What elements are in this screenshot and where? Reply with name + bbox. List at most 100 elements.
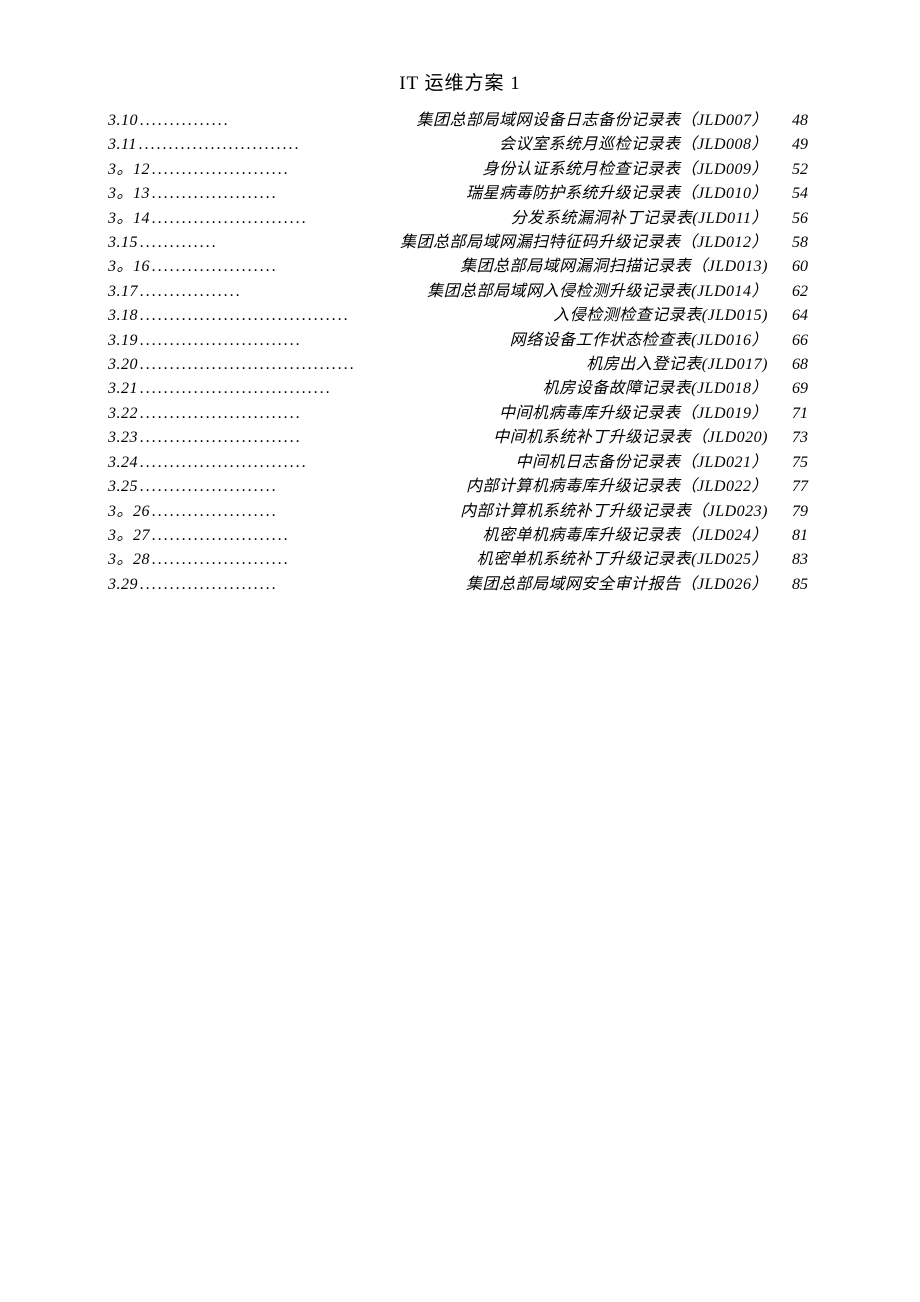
toc-title: 集团总部局域网漏扫特征码升级记录表（JLD012）: [400, 231, 768, 255]
toc-page: 69: [778, 377, 808, 401]
toc-dots: .....................: [150, 500, 460, 524]
toc-entry: 3.20 ...................................…: [108, 353, 808, 377]
toc-dots: ................................: [138, 377, 543, 401]
toc-page: 64: [778, 304, 808, 328]
toc-number: 3.15: [108, 231, 138, 255]
toc-number: 3.25: [108, 475, 138, 499]
toc-title: 机密单机系统补丁升级记录表(JLD025）: [477, 548, 768, 572]
toc-number: 3。12: [108, 158, 150, 182]
toc-title: 瑞星病毒防护系统升级记录表（JLD010）: [466, 182, 768, 206]
toc-title: 中间机日志备份记录表（JLD021）: [515, 451, 768, 475]
toc-entry: 3.29 ....................... 集团总部局域网安全审计…: [108, 573, 808, 597]
toc-number: 3。13: [108, 182, 150, 206]
toc-number: 3.23: [108, 426, 138, 450]
toc-page: 71: [778, 402, 808, 426]
toc-entry: 3.24 ............................ 中间机日志备…: [108, 451, 808, 475]
toc-dots: ...........................: [138, 329, 510, 353]
toc-number: 3.17: [108, 280, 138, 304]
toc-number: 3.22: [108, 402, 138, 426]
toc-number: 3.19: [108, 329, 138, 353]
toc-number: 3.10: [108, 109, 138, 133]
toc-page: 85: [778, 573, 808, 597]
toc-entry: 3.21 ................................ 机房…: [108, 377, 808, 401]
toc-page: 66: [778, 329, 808, 353]
toc-number: 3。28: [108, 548, 150, 572]
toc-number: 3.18: [108, 304, 138, 328]
toc-number: 3.21: [108, 377, 138, 401]
toc-entry: 3.11 ........................... 会议室系统月巡…: [108, 133, 808, 157]
toc-dots: ............................: [138, 451, 515, 475]
toc-entry: 3。26 ..................... 内部计算机系统补丁升级记录…: [108, 500, 808, 524]
toc-dots: .................: [138, 280, 427, 304]
toc-entry: 3.25 ....................... 内部计算机病毒库升级记…: [108, 475, 808, 499]
toc-entry: 3。14 .......................... 分发系统漏洞补丁…: [108, 207, 808, 231]
toc-dots: ....................................: [138, 353, 586, 377]
toc-title: 集团总部局域网入侵检测升级记录表(JLD014）: [427, 280, 768, 304]
toc-page: 49: [778, 133, 808, 157]
toc-page: 81: [778, 524, 808, 548]
toc-number: 3。26: [108, 500, 150, 524]
toc-title: 机房出入登记表(JLD017): [586, 353, 768, 377]
toc-entry: 3。27 ....................... 机密单机病毒库升级记录…: [108, 524, 808, 548]
toc-dots: ..........................: [150, 207, 511, 231]
toc-dots: .......................: [138, 475, 466, 499]
toc-entry: 3.18 ...................................…: [108, 304, 808, 328]
toc-title: 内部计算机病毒库升级记录表（JLD022）: [466, 475, 768, 499]
toc-dots: .............: [138, 231, 400, 255]
toc-page: 73: [778, 426, 808, 450]
toc-dots: ...........................: [138, 426, 493, 450]
toc-dots: .......................: [150, 548, 477, 572]
toc-page: 68: [778, 353, 808, 377]
toc-entry: 3.22 ........................... 中间机病毒库升…: [108, 402, 808, 426]
toc-dots: .......................: [150, 158, 482, 182]
toc-number: 3。14: [108, 207, 150, 231]
toc-title: 机房设备故障记录表(JLD018）: [543, 377, 768, 401]
toc-entry: 3.19 ........................... 网络设备工作状…: [108, 329, 808, 353]
toc-title: 内部计算机系统补丁升级记录表（JLD023): [460, 500, 768, 524]
toc-entry: 3.23 ........................... 中间机系统补丁…: [108, 426, 808, 450]
toc-entry: 3。12 ....................... 身份认证系统月检查记录…: [108, 158, 808, 182]
toc-title: 集团总部局域网设备日志备份记录表（JLD007）: [416, 109, 768, 133]
toc-title: 分发系统漏洞补丁记录表(JLD011）: [511, 207, 768, 231]
toc-number: 3.20: [108, 353, 138, 377]
toc-page: 54: [778, 182, 808, 206]
toc-dots: .....................: [150, 255, 460, 279]
toc-title: 会议室系统月巡检记录表（JLD008）: [499, 133, 768, 157]
toc-page: 75: [778, 451, 808, 475]
toc-entry: 3.15 ............. 集团总部局域网漏扫特征码升级记录表（JLD…: [108, 231, 808, 255]
toc-number: 3.24: [108, 451, 138, 475]
toc-page: 48: [778, 109, 808, 133]
toc-entry: 3.10 ............... 集团总部局域网设备日志备份记录表（JL…: [108, 109, 808, 133]
toc-dots: ...........................: [138, 402, 499, 426]
toc-dots: ...............: [138, 109, 416, 133]
toc-title: 机密单机病毒库升级记录表（JLD024）: [482, 524, 768, 548]
toc-dots: .....................: [150, 182, 466, 206]
toc-title: 中间机系统补丁升级记录表（JLD020): [493, 426, 768, 450]
toc-page: 56: [778, 207, 808, 231]
toc-page: 79: [778, 500, 808, 524]
toc-container: 3.10 ............... 集团总部局域网设备日志备份记录表（JL…: [108, 109, 808, 597]
page-title: IT 运维方案 1: [0, 68, 920, 95]
toc-page: 58: [778, 231, 808, 255]
toc-number: 3.29: [108, 573, 138, 597]
toc-number: 3.11: [108, 133, 137, 157]
toc-title: 集团总部局域网漏洞扫描记录表（JLD013): [460, 255, 768, 279]
toc-dots: ...................................: [138, 304, 553, 328]
toc-entry: 3。13 ..................... 瑞星病毒防护系统升级记录表…: [108, 182, 808, 206]
toc-title: 网络设备工作状态检查表(JLD016）: [510, 329, 768, 353]
toc-page: 77: [778, 475, 808, 499]
toc-title: 集团总部局域网安全审计报告（JLD026）: [466, 573, 768, 597]
toc-page: 60: [778, 255, 808, 279]
toc-title: 中间机病毒库升级记录表（JLD019）: [499, 402, 768, 426]
toc-entry: 3。28 ....................... 机密单机系统补丁升级记…: [108, 548, 808, 572]
toc-dots: .......................: [138, 573, 466, 597]
toc-title: 入侵检测检查记录表(JLD015): [553, 304, 768, 328]
toc-page: 83: [778, 548, 808, 572]
toc-number: 3。27: [108, 524, 150, 548]
toc-page: 62: [778, 280, 808, 304]
toc-dots: .......................: [150, 524, 482, 548]
toc-dots: ...........................: [137, 133, 499, 157]
toc-page: 52: [778, 158, 808, 182]
toc-entry: 3.17 ................. 集团总部局域网入侵检测升级记录表(…: [108, 280, 808, 304]
toc-number: 3。16: [108, 255, 150, 279]
